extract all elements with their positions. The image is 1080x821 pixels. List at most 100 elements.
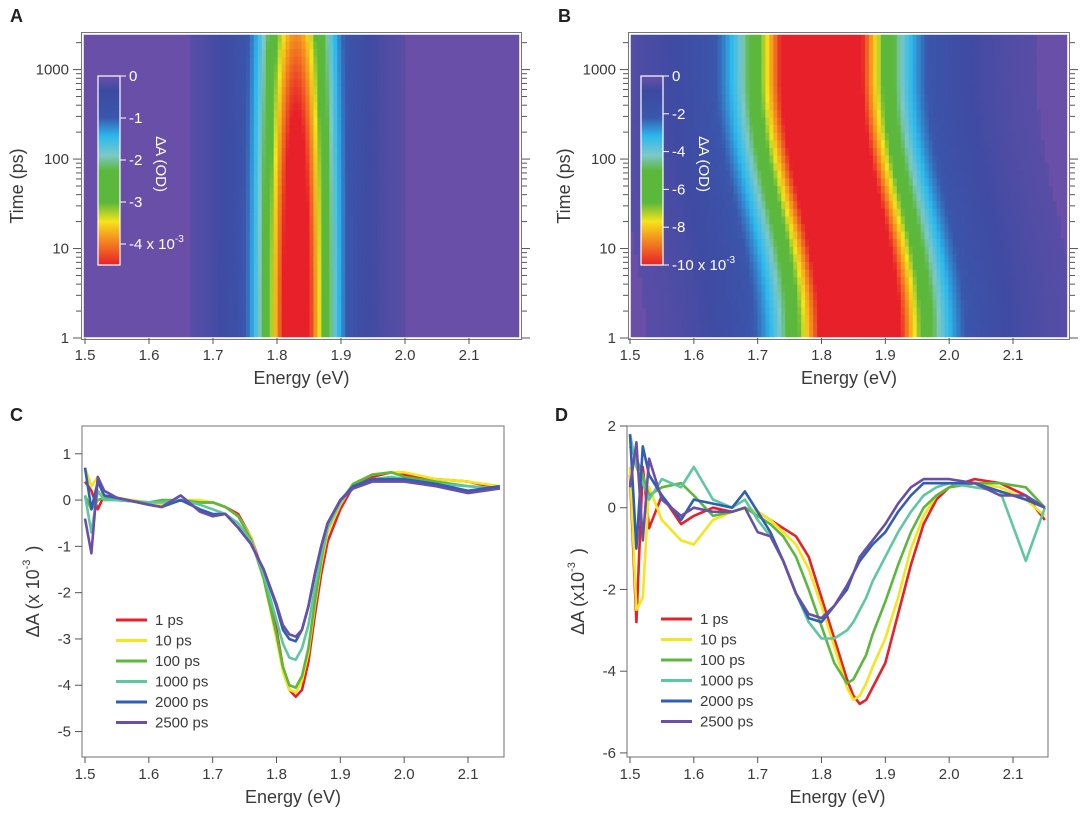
heatmap-cell [697,170,703,179]
heatmap-cell [194,193,199,202]
heatmap-cell [745,155,751,164]
heatmap-cell [777,94,782,103]
heatmap-cell [376,300,382,309]
heatmap-cell [376,284,382,293]
heatmap-cell [980,117,985,126]
heatmap-cell [705,193,711,202]
heatmap-cell [1020,56,1025,65]
heatmap-cell [257,322,263,331]
heatmap-cell [964,201,970,210]
heatmap-cell [872,140,878,149]
heatmap-cell [285,56,291,65]
heatmap-cell [233,170,239,179]
heatmap-cell [984,102,989,111]
heatmap-cell [701,170,707,179]
heatmap-cell [904,64,910,73]
heatmap-cell [329,110,334,119]
heatmap-cell [996,49,1001,58]
heatmap-cell [297,208,303,217]
heatmap-cell [1020,102,1025,111]
heatmap-cell [194,64,199,73]
heatmap-cell [968,178,974,187]
heatmap-cell [341,102,346,111]
heatmap-cell [948,79,954,88]
heatmap-cell [380,307,386,316]
heatmap-cell [665,79,671,88]
heatmap-cell [218,292,223,301]
heatmap-cell [237,330,243,339]
heatmap-cell [269,155,275,164]
heatmap-cell [297,300,303,309]
heatmap-cell [349,72,354,81]
heatmap-cell [376,262,382,271]
heatmap-cell [241,110,247,119]
heatmap-cell [753,64,759,73]
heatmap-cell [769,94,774,103]
heatmap-cell [1024,64,1029,73]
heatmap-cell [944,186,950,195]
heatmap-cell [769,125,774,134]
heatmap-cell [277,254,283,263]
heatmap-cell [400,49,406,58]
heatmap-cell [721,72,727,81]
heatmap-cell [633,56,639,65]
heatmap-cell [793,110,798,119]
heatmap-cell [198,87,203,96]
heatmap-cell [900,208,906,217]
heatmap-cell [1016,216,1021,225]
heatmap-cell [797,186,802,195]
heatmap-cell [329,246,334,255]
heatmap-cell [725,79,731,88]
heatmap-cell [1012,34,1017,43]
heatmap-cell [1004,79,1009,88]
heatmap-cell [1032,148,1037,157]
heatmap-cell [729,132,735,141]
heatmap-cell [297,231,303,240]
heatmap-cell [661,117,667,126]
heatmap-cell [944,132,950,141]
heatmap-cell [900,64,906,73]
heatmap-cell [641,34,647,43]
heatmap-cell [380,72,386,81]
heatmap-cell [860,193,866,202]
heatmap-cell [637,56,643,65]
heatmap-cell [868,94,874,103]
heatmap-cell [932,163,938,172]
heatmap-cell [936,170,942,179]
heatmap-cell [825,201,830,210]
heatmap-cell [964,87,970,96]
heatmap-cell [226,300,231,309]
heatmap-cell [661,49,667,58]
heatmap-cell [952,163,958,172]
heatmap-cell [237,269,243,278]
heatmap-cell [948,140,954,149]
heatmap-cell [773,216,778,225]
heatmap-cell [920,163,926,172]
heatmap-cell [868,56,874,65]
heatmap-cell [781,201,786,210]
heatmap-cell [309,94,315,103]
heatmap-cell [309,193,315,202]
heatmap-cell [277,117,283,126]
heatmap-cell [837,56,842,65]
heatmap-cell [630,170,635,179]
heatmap-cell [745,163,751,172]
heatmap-cell [912,186,918,195]
heatmap-cell [214,94,219,103]
heatmap-cell [689,79,695,88]
heatmap-cell [261,231,267,240]
heatmap-cell [968,34,974,43]
heatmap-cell [313,307,318,316]
heatmap-cell [305,79,311,88]
heatmap-cell [233,117,239,126]
heatmap-cell [349,125,354,134]
heatmap-cell [809,132,814,141]
heatmap-cell [669,125,675,134]
heatmap-cell [833,193,838,202]
heatmap-cell [880,186,886,195]
heatmap-cell [353,208,358,217]
heatmap-cell [717,117,723,126]
heatmap-cell [892,34,898,43]
heatmap-cell [908,155,914,164]
heatmap-cell [845,94,850,103]
